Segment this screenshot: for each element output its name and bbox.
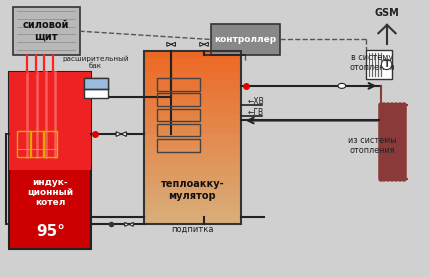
Text: ←ГВ: ←ГВ — [247, 108, 263, 117]
Bar — [157, 93, 200, 106]
Bar — [43, 131, 57, 157]
Bar — [144, 113, 241, 120]
Bar — [144, 154, 241, 162]
Bar — [144, 71, 241, 79]
Bar — [144, 120, 241, 127]
Bar — [157, 139, 200, 152]
Text: контроллер: контроллер — [214, 35, 276, 44]
Text: T: T — [384, 60, 390, 69]
Text: ←ХВ: ←ХВ — [247, 97, 264, 106]
Bar — [9, 72, 91, 249]
Bar — [144, 85, 241, 93]
Bar — [366, 50, 392, 79]
Text: в систему
отопления: в систему отопления — [349, 53, 395, 72]
Bar — [144, 127, 241, 134]
Bar — [13, 7, 80, 55]
Polygon shape — [167, 42, 171, 46]
Bar — [144, 196, 241, 204]
Bar — [144, 203, 241, 211]
Bar — [30, 131, 44, 157]
Bar — [144, 217, 241, 224]
Text: силовой
щит: силовой щит — [23, 20, 70, 42]
Polygon shape — [171, 42, 175, 46]
Bar — [144, 50, 241, 58]
Bar — [144, 182, 241, 190]
Bar — [144, 134, 241, 141]
Bar — [84, 78, 108, 98]
Bar — [144, 147, 241, 155]
Bar — [144, 189, 241, 197]
Bar — [157, 109, 200, 121]
Polygon shape — [125, 222, 129, 226]
Bar — [144, 92, 241, 100]
Bar — [144, 51, 241, 224]
Bar — [84, 78, 108, 89]
Bar — [144, 106, 241, 114]
Text: 95°: 95° — [36, 224, 65, 239]
Bar — [144, 99, 241, 107]
Polygon shape — [204, 42, 208, 46]
Text: расширительный
бак: расширительный бак — [62, 56, 129, 69]
Bar — [17, 131, 31, 157]
Bar — [144, 78, 241, 86]
Text: из системы
отопления: из системы отопления — [347, 136, 396, 155]
Bar — [144, 161, 241, 169]
Text: индук-
ционный
котел: индук- ционный котел — [27, 178, 74, 207]
Bar — [144, 168, 241, 176]
Bar — [144, 140, 241, 148]
Bar — [144, 210, 241, 217]
Circle shape — [338, 83, 346, 88]
Bar — [211, 24, 280, 55]
Bar — [9, 72, 91, 170]
Bar — [157, 124, 200, 136]
Polygon shape — [121, 132, 126, 136]
Text: подпитка: подпитка — [171, 225, 214, 234]
Polygon shape — [129, 222, 133, 226]
Polygon shape — [116, 132, 121, 136]
Bar — [144, 64, 241, 72]
Bar — [144, 175, 241, 183]
Text: GSM: GSM — [375, 8, 399, 18]
Polygon shape — [200, 42, 204, 46]
Bar — [157, 78, 200, 91]
Text: теплоакку-
мулятор: теплоакку- мулятор — [161, 179, 224, 201]
Bar — [144, 57, 241, 65]
